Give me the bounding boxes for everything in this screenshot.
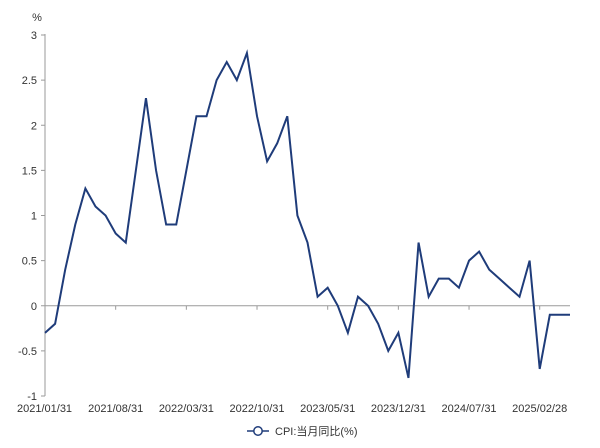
y-tick-label: 1 bbox=[31, 211, 37, 223]
y-axis-unit-label: % bbox=[32, 12, 42, 24]
axes bbox=[44, 34, 570, 396]
legend[interactable]: CPI:当月同比(%) bbox=[247, 424, 358, 438]
y-tick-label: 0 bbox=[31, 301, 37, 313]
series-line-cpi bbox=[44, 49, 570, 379]
x-tick-label: 2021/01/31 bbox=[17, 403, 72, 415]
x-tick-label: 2023/05/31 bbox=[300, 403, 355, 415]
y-tick-label: 0.5 bbox=[22, 256, 37, 268]
y-tick-label: 2.5 bbox=[22, 75, 37, 87]
y-tick-label: -1 bbox=[27, 391, 37, 403]
x-tick-label: 2023/12/31 bbox=[371, 403, 426, 415]
x-tick-label: 2024/07/31 bbox=[442, 403, 497, 415]
y-tick-label: 2 bbox=[31, 120, 37, 132]
y-axis-ticks: -1 -0.5 0 0.5 1 1.5 2 2.5 3 bbox=[18, 30, 45, 403]
legend-label: CPI:当月同比(%) bbox=[275, 424, 358, 438]
y-tick-label: 1.5 bbox=[22, 165, 37, 177]
series-layer bbox=[44, 49, 570, 379]
y-tick-label: 3 bbox=[31, 30, 37, 42]
x-axis-ticks: 2021/01/31 2021/08/31 2022/03/31 2022/10/31… bbox=[17, 305, 567, 415]
y-tick-label: -0.5 bbox=[18, 346, 37, 358]
x-tick-label: 2022/03/31 bbox=[159, 403, 214, 415]
x-tick-label: 2025/02/28 bbox=[512, 403, 567, 415]
legend-circle-icon bbox=[253, 426, 263, 436]
x-tick-label: 2021/08/31 bbox=[88, 403, 143, 415]
x-tick-label: 2022/10/31 bbox=[229, 403, 284, 415]
